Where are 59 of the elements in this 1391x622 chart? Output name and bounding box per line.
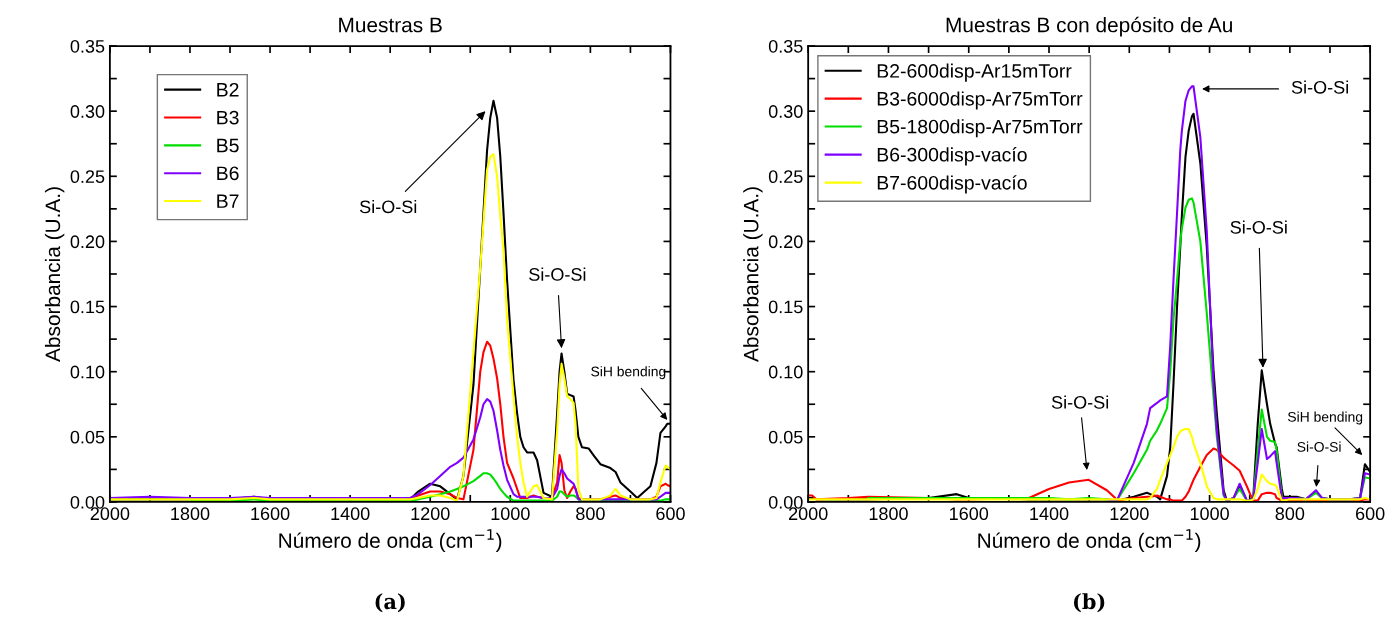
legend-label: B3 [217, 110, 239, 125]
y-tick-label: 0.35 [768, 39, 803, 53]
x-tick-label: 1400 [331, 507, 370, 521]
legend-label: B6-300disp-vacío [877, 147, 1027, 166]
legend-label: B5-1800disp-Ar75mTorr [877, 119, 1083, 138]
legend-label: B7-600disp-vacío [877, 175, 1027, 194]
x-axis-title: Número de onda (cm$^{−1}$) [978, 529, 1201, 553]
y-tick-label: 0.20 [768, 235, 803, 249]
annotation: Si-O-Si [529, 267, 586, 281]
x-tick-label: 1200 [411, 507, 450, 521]
x-tick-label: 2000 [90, 507, 130, 521]
x-tick-label: 1600 [950, 507, 989, 521]
y-tick-label: 0.15 [768, 300, 803, 314]
legend-label: B3-6000disp-Ar75mTorr [877, 91, 1083, 110]
y-tick-label: 0.00 [70, 495, 105, 509]
legend-label: B2-600disp-Ar15mTorr [877, 63, 1072, 82]
x-tick-label: 1800 [869, 507, 908, 521]
annotation: SiH bending [1287, 411, 1363, 425]
x-tick-label: 600 [1355, 507, 1385, 521]
y-tick-label: 0.10 [768, 365, 803, 379]
x-tick-label: 1200 [1110, 507, 1149, 521]
y-tick-label: 0.25 [70, 170, 105, 184]
annotation: Si-O-Si [1291, 80, 1348, 94]
legend-label: B7 [217, 194, 239, 208]
x-tick-label: 800 [576, 507, 605, 521]
legend-label: B2 [217, 82, 239, 97]
x-tick-label: 600 [656, 507, 685, 521]
text: (a) [375, 593, 405, 613]
y-tick-label: 0.25 [768, 170, 803, 184]
y-tick-label: 0.10 [70, 365, 105, 379]
annotation: Si-O-Si [1230, 220, 1287, 234]
annotation: Si-O-Si [1297, 441, 1341, 452]
x-tick-label: 1800 [171, 507, 210, 521]
x-tick-label: 1000 [491, 507, 530, 521]
y-tick-label: 0.20 [70, 235, 105, 249]
y-axis-title: Absorbancia (U.A.) [743, 187, 763, 362]
x-axis-title: Número de onda (cm$^{−1}$) [279, 529, 502, 553]
x-tick-label: 1000 [1190, 507, 1229, 521]
y-tick-label: 0.30 [70, 105, 105, 118]
y-tick-label: 0.00 [768, 495, 803, 509]
chart-title: Muestras B [339, 17, 442, 33]
x-tick-label: 2000 [789, 507, 828, 521]
line-series [188, 472, 671, 502]
legend-label: B5 [217, 138, 239, 153]
legend-label: B6 [217, 166, 239, 181]
x-tick-label: 800 [1275, 507, 1305, 521]
annotation: Si-O-Si [359, 199, 417, 214]
y-axis-title: Absorbancia (U.A.) [44, 187, 65, 362]
y-tick-label: 0.35 [70, 39, 105, 53]
y-tick-label: 0.30 [768, 105, 803, 118]
y-tick-label: 0.15 [70, 300, 105, 314]
annotation: Si-O-Si [1051, 395, 1109, 409]
text: (b) [1073, 593, 1105, 613]
annotation: SiH bending [591, 366, 666, 380]
x-tick-label: 1400 [1030, 507, 1069, 521]
y-tick-label: 0.05 [768, 430, 803, 444]
x-tick-label: 1600 [251, 507, 290, 521]
y-tick-label: 0.05 [70, 430, 105, 444]
chart-title: Muestras B con depósito de Au [946, 16, 1232, 37]
